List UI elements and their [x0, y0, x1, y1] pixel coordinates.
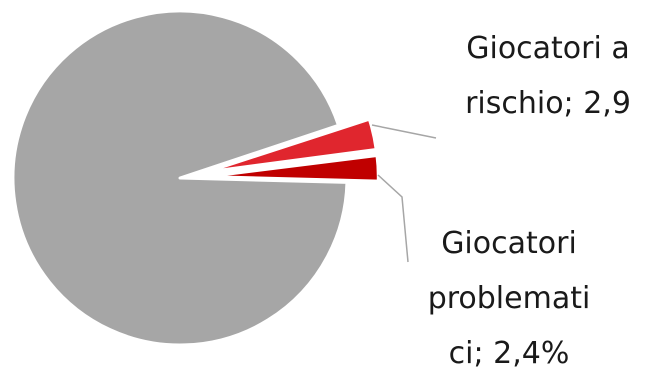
slice-giocatori-problematici-label-line: ci; 2,4% — [449, 336, 570, 368]
pie-slices — [11, 9, 380, 347]
slice-giocatori-problematici-label-line: problemati — [428, 281, 591, 316]
slice-giocatori-a-rischio-label-line: Giocatori a — [466, 31, 630, 66]
slice-giocatori-a-rischio-label: Giocatori a rischio; 2,9 — [465, 31, 631, 121]
slice-giocatori-problematici — [206, 153, 380, 183]
slice-main — [11, 9, 349, 347]
slice-giocatori-problematici-label-line: Giocatori — [441, 226, 577, 261]
slice-giocatori-problematici-label: Giocatori problemati ci; 2,4% — [428, 226, 591, 368]
slice-giocatori-a-rischio — [205, 117, 378, 174]
slice-giocatori-a-rischio-label-line: rischio; 2,9 — [465, 86, 631, 121]
leader-lines — [371, 124, 437, 263]
slice-giocatori-a-rischio-leader-line — [371, 124, 437, 139]
slice-giocatori-problematici-leader-line — [377, 174, 409, 263]
slice-labels: Giocatori a rischio; 2,9 Giocatori problema… — [428, 31, 631, 368]
